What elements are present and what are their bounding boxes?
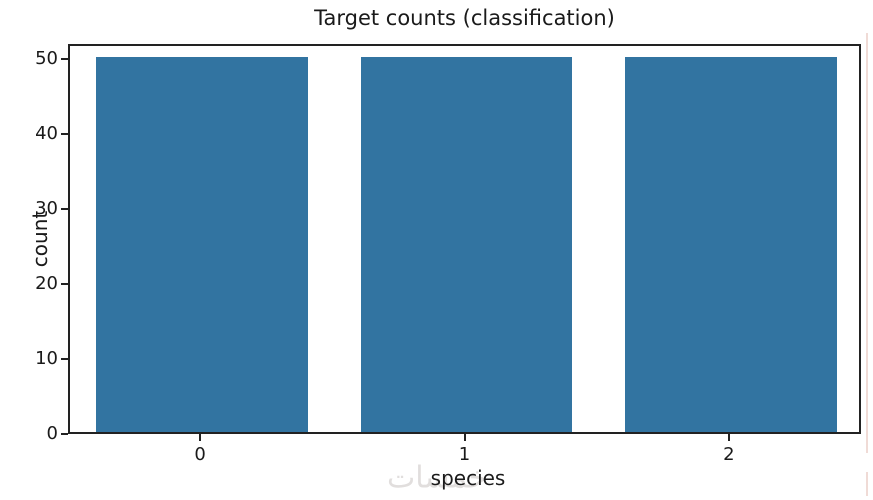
x-tick-mark-1 — [463, 434, 466, 441]
bar-species-0 — [96, 57, 308, 432]
bar-species-2 — [625, 57, 837, 432]
chart-title: Target counts (classification) — [314, 6, 615, 30]
x-tick-label-1: 1 — [458, 444, 471, 465]
bar-species-1 — [360, 57, 573, 432]
y-tick-mark-20 — [61, 283, 68, 285]
y-tick-label-30: 30 — [35, 198, 58, 219]
y-tick-mark-50 — [61, 58, 68, 60]
y-tick-mark-0 — [61, 433, 68, 435]
plot-area — [68, 44, 861, 434]
x-tick-label-0: 0 — [194, 444, 206, 465]
watermark-text: خمسات — [386, 460, 488, 496]
screenshot-artifact-line-lower — [866, 472, 868, 496]
y-tick-label-40: 40 — [35, 123, 58, 144]
y-tick-label-0: 0 — [46, 423, 58, 444]
x-tick-mark-0 — [199, 434, 202, 441]
x-axis-label: species — [430, 466, 506, 490]
y-tick-label-10: 10 — [35, 348, 58, 369]
y-tick-label-20: 20 — [35, 273, 58, 294]
y-tick-mark-30 — [61, 208, 68, 210]
x-tick-label-2: 2 — [723, 444, 735, 465]
screenshot-artifact-line-upper — [866, 33, 868, 453]
y-tick-mark-40 — [61, 133, 68, 135]
y-tick-mark-10 — [61, 358, 68, 360]
y-tick-label-50: 50 — [35, 48, 58, 69]
x-tick-mark-2 — [727, 434, 730, 441]
